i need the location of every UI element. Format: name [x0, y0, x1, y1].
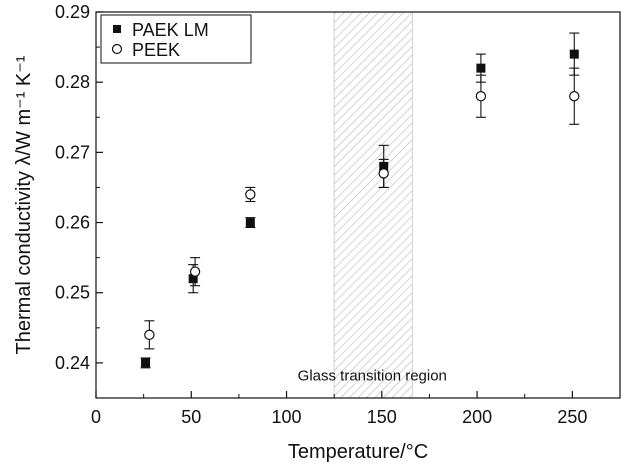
- legend-box: [100, 14, 252, 64]
- legend-marker-peek: [111, 43, 123, 55]
- y-tick-label: 0.25: [55, 283, 90, 303]
- y-tick-label: 0.28: [55, 72, 90, 92]
- plot-area-frame: [95, 11, 621, 399]
- y-tick-label: 0.24: [55, 353, 90, 373]
- legend-marker-paek-lm: [113, 25, 121, 33]
- legend-label-paek-lm: PAEK LM: [132, 20, 209, 40]
- data-point-circle: [475, 91, 487, 102]
- x-tick-label: 0: [91, 407, 101, 427]
- series-peek: [144, 67, 580, 350]
- x-tick-label: 150: [367, 407, 397, 427]
- y-tick-label: 0.29: [55, 2, 90, 22]
- y-tick-label: 0.27: [55, 142, 90, 162]
- glass-transition-region: [333, 11, 413, 399]
- data-point-circle: [144, 329, 155, 341]
- data-point-square: [141, 358, 151, 368]
- legend-label-peek: PEEK: [132, 40, 180, 60]
- x-tick-label: 250: [557, 407, 587, 427]
- data-point-circle: [189, 266, 201, 277]
- x-tick-label: 100: [272, 407, 302, 427]
- legend: PAEK LM PEEK: [100, 14, 252, 64]
- x-tick-label: 200: [462, 407, 492, 427]
- data-point-circle: [378, 168, 389, 179]
- data-point-square: [245, 218, 255, 228]
- data-point-square: [188, 274, 198, 284]
- y-tick-label: 0.26: [55, 213, 90, 233]
- data-point-square: [476, 63, 486, 73]
- x-tick-label: 50: [181, 407, 201, 427]
- data-point-circle: [245, 189, 256, 200]
- y-axis-label: Thermal conductivity λ/W m⁻¹ K⁻¹: [13, 55, 35, 354]
- x-axis-label: Temperature/°C: [288, 441, 428, 463]
- data-point-square: [569, 49, 579, 59]
- data-point-circle: [569, 91, 580, 102]
- glass-transition-region-label: Glass transition region: [298, 367, 447, 384]
